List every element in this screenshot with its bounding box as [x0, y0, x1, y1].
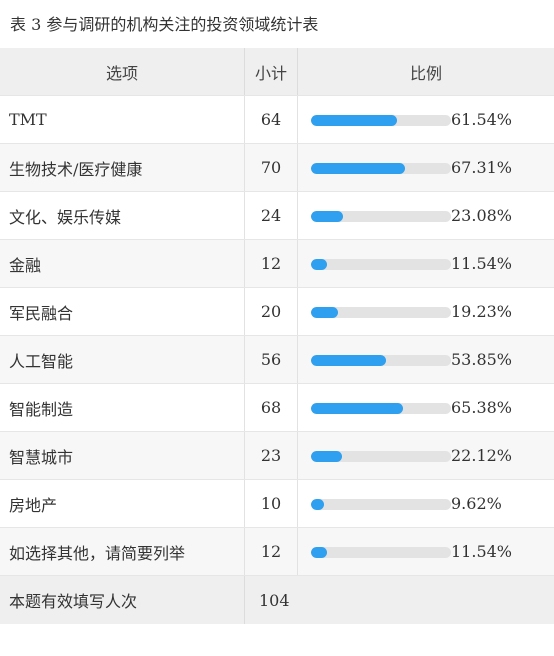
progress-fill: [311, 163, 406, 174]
progress-track: [311, 115, 451, 126]
row-percent: 22.12%: [451, 446, 513, 465]
progress-fill: [311, 499, 325, 510]
row-label: 生物技术/医疗健康: [0, 144, 245, 191]
row-label: 文化、娱乐传媒: [0, 192, 245, 239]
table-header-row: 选项 小计 比例: [0, 48, 554, 96]
progress-fill: [311, 259, 328, 270]
table-row: 军民融合 20 19.23%: [0, 288, 554, 336]
table-row: TMT 64 61.54%: [0, 96, 554, 144]
table-row: 人工智能 56 53.85%: [0, 336, 554, 384]
table-row: 生物技术/医疗健康 70 67.31%: [0, 144, 554, 192]
table-row: 如选择其他，请简要列举 12 11.54%: [0, 528, 554, 576]
row-count: 20: [245, 288, 298, 335]
table-body: TMT 64 61.54% 生物技术/医疗健康 70 67.31% 文化、娱乐传…: [0, 96, 554, 576]
row-percent: 19.23%: [451, 302, 513, 321]
table-row: 智能制造 68 65.38%: [0, 384, 554, 432]
row-percent: 23.08%: [451, 206, 513, 225]
row-count: 70: [245, 144, 298, 191]
progress-fill: [311, 355, 387, 366]
stats-table: 选项 小计 比例 TMT 64 61.54% 生物技术/医疗健康 70 67.3…: [0, 48, 554, 624]
row-percent: 53.85%: [451, 350, 513, 369]
progress-fill: [311, 403, 403, 414]
row-percent: 11.54%: [451, 254, 513, 273]
row-label: 智慧城市: [0, 432, 245, 479]
row-ratio: 11.54%: [298, 528, 554, 575]
row-count: 12: [245, 240, 298, 287]
progress-track: [311, 403, 451, 414]
header-option: 选项: [0, 48, 245, 95]
table-row: 金融 12 11.54%: [0, 240, 554, 288]
row-count: 12: [245, 528, 298, 575]
row-count: 56: [245, 336, 298, 383]
row-percent: 11.54%: [451, 542, 513, 561]
progress-track: [311, 451, 451, 462]
progress-fill: [311, 115, 398, 126]
progress-track: [311, 547, 451, 558]
row-percent: 67.31%: [451, 158, 513, 177]
row-label: 人工智能: [0, 336, 245, 383]
progress-track: [311, 211, 451, 222]
row-ratio: 23.08%: [298, 192, 554, 239]
table-caption: 表 3 参与调研的机构关注的投资领域统计表: [10, 15, 319, 34]
row-label: 智能制造: [0, 384, 245, 431]
table-footer-row: 本题有效填写人次 104: [0, 576, 554, 624]
row-ratio: 19.23%: [298, 288, 554, 335]
progress-track: [311, 163, 451, 174]
row-label: 房地产: [0, 480, 245, 527]
row-count: 24: [245, 192, 298, 239]
header-subtotal: 小计: [245, 48, 298, 95]
row-ratio: 67.31%: [298, 144, 554, 191]
row-count: 10: [245, 480, 298, 527]
table-row: 文化、娱乐传媒 24 23.08%: [0, 192, 554, 240]
progress-track: [311, 307, 451, 318]
row-label: 金融: [0, 240, 245, 287]
row-percent: 9.62%: [451, 494, 502, 513]
progress-track: [311, 499, 451, 510]
progress-track: [311, 259, 451, 270]
row-label: 军民融合: [0, 288, 245, 335]
footer-label: 本题有效填写人次: [0, 576, 245, 624]
footer-count: 104: [259, 590, 290, 610]
progress-fill: [311, 211, 344, 222]
row-count: 23: [245, 432, 298, 479]
progress-fill: [311, 451, 342, 462]
progress-fill: [311, 547, 328, 558]
table-row: 房地产 10 9.62%: [0, 480, 554, 528]
header-ratio: 比例: [409, 63, 442, 83]
row-ratio: 11.54%: [298, 240, 554, 287]
row-ratio: 61.54%: [298, 96, 554, 143]
row-percent: 61.54%: [451, 110, 513, 129]
row-label: 如选择其他，请简要列举: [0, 528, 245, 575]
row-count: 68: [245, 384, 298, 431]
row-ratio: 9.62%: [298, 480, 554, 527]
progress-fill: [311, 307, 338, 318]
row-count: 64: [245, 96, 298, 143]
row-ratio: 65.38%: [298, 384, 554, 431]
row-percent: 65.38%: [451, 398, 513, 417]
table-row: 智慧城市 23 22.12%: [0, 432, 554, 480]
row-label: TMT: [0, 96, 245, 143]
progress-track: [311, 355, 451, 366]
row-ratio: 22.12%: [298, 432, 554, 479]
row-ratio: 53.85%: [298, 336, 554, 383]
